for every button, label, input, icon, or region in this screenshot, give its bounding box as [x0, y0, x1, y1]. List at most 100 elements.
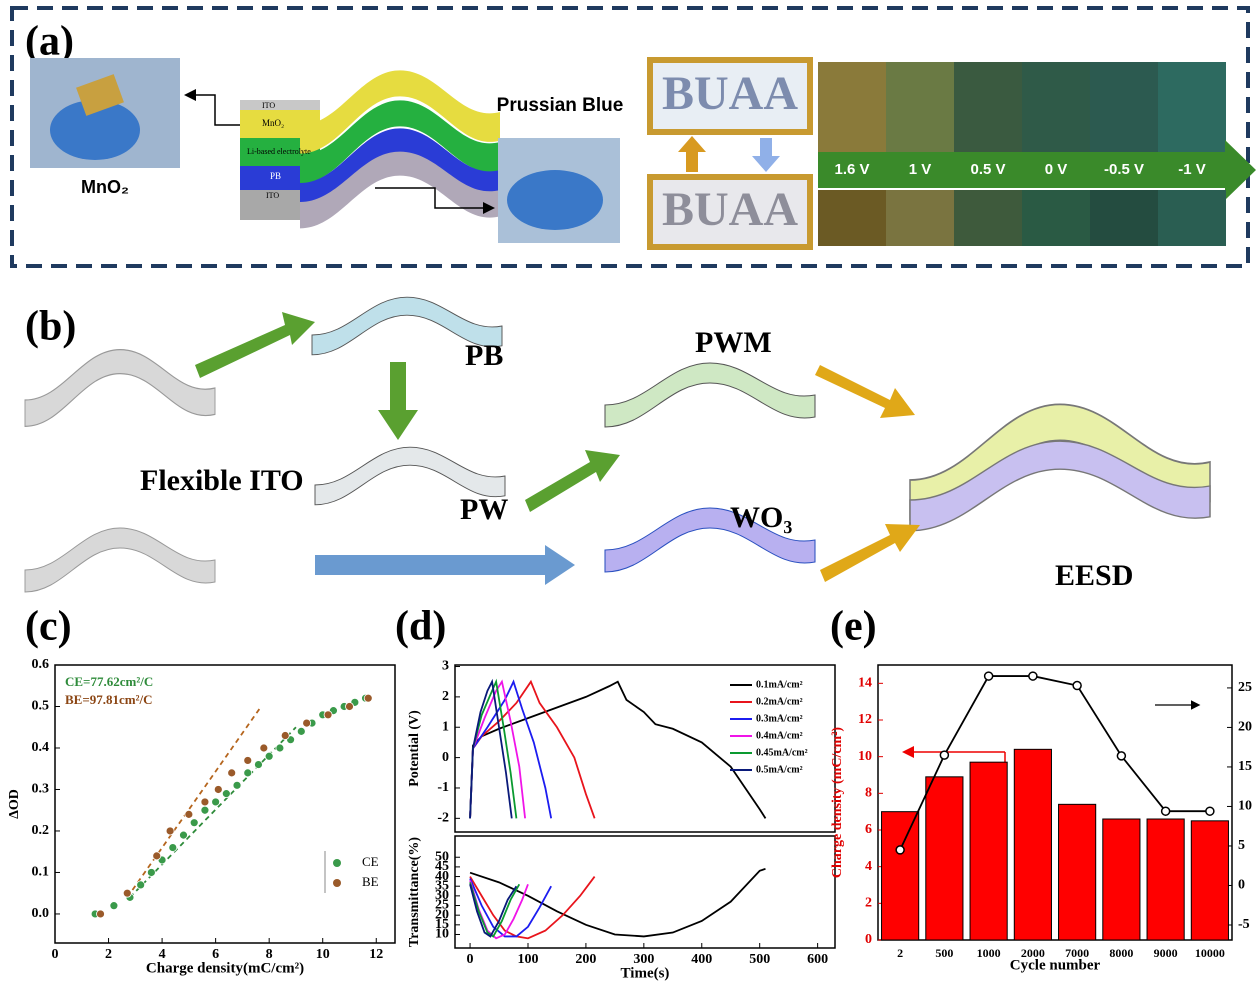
sample-photo: [647, 57, 813, 135]
layer-label: ITO: [262, 101, 275, 110]
plot-frame: [54, 664, 396, 944]
step-label: PB: [465, 339, 503, 372]
y-tick-label: 30: [435, 888, 449, 903]
layer-label: PB: [270, 171, 281, 181]
point: [213, 785, 223, 794]
panel-label: (a): [25, 19, 74, 65]
line: [469, 679, 596, 819]
voltage-label: -0.5 V: [1104, 161, 1144, 178]
line: [469, 867, 766, 938]
step-label: WO₃: [730, 501, 792, 534]
x-tick-label: 10000: [1195, 946, 1225, 960]
y-axis-label: Charge density (mC/cm²): [830, 727, 845, 879]
layer-stack: [240, 70, 500, 229]
x-tick-label: 2: [897, 946, 903, 960]
line: [469, 878, 552, 938]
y2-tick-label: 10: [1238, 799, 1252, 814]
plot-frame: [454, 664, 836, 833]
arrow: [752, 138, 780, 172]
arrow: [678, 136, 706, 172]
line: [469, 679, 553, 819]
point: [122, 888, 132, 898]
voltage-label: -1 V: [1178, 161, 1206, 178]
schematic: [24, 296, 1211, 593]
sample-text: BUAA: [662, 67, 798, 120]
x-axis-label: Charge density(mC/cm²): [146, 960, 304, 976]
x-tick-label: 500: [935, 946, 953, 960]
point: [232, 780, 242, 790]
x-tick-label: 200: [575, 952, 596, 967]
y-tick-label: 1: [442, 719, 449, 734]
sample: [76, 74, 124, 116]
x-tick-label: 1000: [977, 946, 1001, 960]
x-tick-label: 600: [807, 952, 828, 967]
sample-text: BUAA: [662, 183, 798, 236]
point: [1072, 680, 1082, 691]
x-tick-label: 2000: [1021, 946, 1045, 960]
y-tick-label: 45: [435, 859, 449, 874]
point: [136, 880, 146, 890]
x-tick-label: 10: [316, 947, 330, 962]
x-tick-label: 100: [517, 952, 538, 967]
x-tick-label: 7000: [1065, 946, 1089, 960]
x-tick-label: 9000: [1154, 946, 1178, 960]
point: [221, 789, 231, 799]
y-tick-label: 50: [435, 849, 449, 864]
legend-label: 0.3mA/cm²: [756, 713, 803, 724]
panel-border: [10, 6, 1250, 268]
y-tick-label: 0.1: [32, 865, 50, 880]
color-strip: [818, 62, 1256, 246]
point: [345, 702, 354, 711]
glove: [507, 170, 603, 230]
sample-photo: [647, 174, 813, 250]
y2-tick-label: -5: [1238, 917, 1250, 932]
bar: [1146, 818, 1185, 941]
panel-label: (b): [25, 304, 76, 350]
panel-label: (c): [25, 604, 72, 650]
y-tick-label: 14: [858, 676, 872, 691]
point: [296, 726, 306, 736]
y2-tick-label: 25: [1238, 680, 1252, 695]
annotation: CE=77.62cm²/C: [65, 674, 153, 689]
line: [469, 882, 521, 938]
legend-label: 0.45mA/cm²: [756, 747, 808, 758]
x-tick-label: 400: [691, 952, 712, 967]
line: [469, 678, 513, 819]
x-tick-label: 8000: [1109, 946, 1133, 960]
caption: Prussian Blue: [497, 95, 624, 116]
y-tick-label: 20: [435, 907, 449, 922]
point: [152, 851, 162, 861]
point: [1160, 806, 1171, 816]
plot-frame: [454, 835, 836, 949]
y-tick-label: 40: [435, 869, 449, 884]
point: [243, 768, 253, 778]
step-label: Flexible ITO: [140, 464, 304, 497]
x-tick-label: 6: [212, 947, 219, 962]
x-tick-label: 12: [369, 947, 383, 962]
legend-marker: [333, 859, 341, 867]
y-axis-label: Potential (V): [407, 710, 422, 787]
annotation: BE=97.81cm²/C: [65, 692, 153, 707]
step-label: PW: [460, 493, 508, 526]
legend-label: BE: [362, 874, 379, 889]
line: [469, 680, 767, 819]
y-tick-label: 6: [865, 822, 872, 837]
voltage-label: 0 V: [1045, 161, 1068, 178]
layer-label: Li-based electrolyte: [247, 147, 311, 156]
x-tick-label: 2: [105, 947, 112, 962]
panel-label: (d): [395, 604, 446, 650]
point: [184, 809, 194, 819]
bar: [1190, 820, 1229, 941]
x-tick-label: 300: [633, 952, 654, 967]
y-tick-label: 0.5: [32, 699, 50, 714]
glove: [50, 100, 140, 160]
point: [146, 868, 156, 877]
y-axis-label: ΔOD: [7, 789, 22, 819]
point: [363, 693, 373, 703]
y-tick-label: 0: [865, 932, 872, 947]
bar: [1013, 748, 1052, 941]
point: [165, 826, 175, 836]
point: [168, 843, 178, 852]
point: [189, 818, 199, 828]
point: [243, 756, 253, 765]
